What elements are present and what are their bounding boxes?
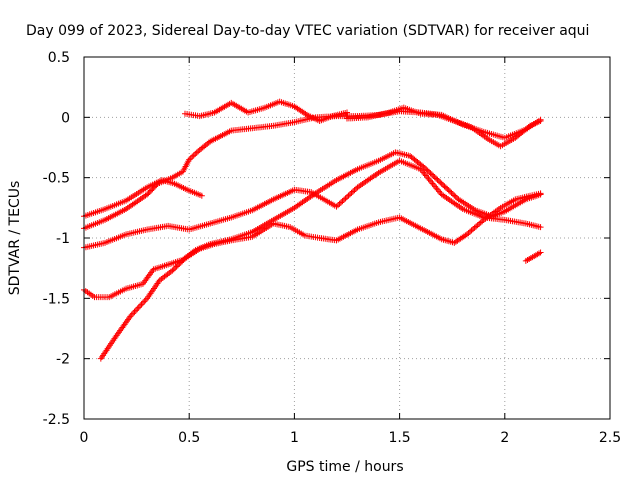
data-point — [434, 176, 441, 183]
data-point — [150, 184, 157, 191]
axis-ticks: 0 0.5 1 1.5 2 2.5 -2.5 -2 -1.5 -1 -0.5 0 0.5 — [43, 50, 621, 446]
data-point — [441, 183, 448, 190]
data-point — [433, 175, 440, 182]
data-point — [176, 260, 183, 267]
x-tick-label: 1 — [290, 430, 299, 446]
data-point — [426, 168, 433, 175]
data-point — [172, 264, 179, 271]
x-tick-label: 1.5 — [388, 430, 410, 446]
data-point — [437, 179, 444, 186]
data-point — [173, 263, 180, 270]
y-tick-label: -2.5 — [43, 412, 70, 428]
data-point — [423, 166, 430, 173]
data-point — [180, 256, 187, 263]
data-point — [148, 187, 155, 194]
data-point — [144, 191, 151, 198]
data-point — [537, 249, 544, 256]
data-point — [177, 259, 184, 266]
data-point — [179, 258, 186, 265]
data-point — [537, 117, 544, 124]
data-point — [170, 266, 177, 273]
x-tick-label: 0.5 — [178, 430, 200, 446]
data-point — [430, 172, 437, 179]
y-tick-label: 0 — [61, 110, 70, 126]
data-point — [146, 188, 153, 195]
data-point — [427, 170, 434, 177]
data-point — [442, 184, 449, 191]
data-point — [452, 193, 459, 200]
data-point — [537, 224, 544, 231]
data-point — [149, 186, 156, 193]
series-track-4 — [344, 104, 544, 150]
y-tick-label: -0.5 — [43, 171, 70, 187]
x-tick-label: 0 — [80, 430, 89, 446]
data-point — [421, 165, 428, 172]
data-point — [169, 267, 176, 274]
x-tick-label: 2 — [500, 430, 509, 446]
data-point — [537, 190, 544, 197]
data-point — [448, 189, 455, 196]
data-point — [447, 188, 454, 195]
series-track-8 — [522, 249, 544, 264]
data-point — [145, 190, 152, 197]
data-point — [174, 262, 181, 269]
data-point — [445, 187, 452, 194]
data-point — [444, 185, 451, 192]
data-point — [525, 123, 532, 130]
data-point — [152, 183, 159, 190]
data-point — [454, 195, 461, 202]
series-track-7 — [97, 190, 544, 362]
series-track-5 — [81, 157, 544, 251]
x-tick-label: 2.5 — [599, 430, 621, 446]
data-point — [344, 109, 350, 116]
data-point — [440, 182, 447, 189]
data-point — [449, 191, 456, 198]
data-point — [431, 174, 438, 181]
series-track-1 — [81, 177, 205, 220]
y-tick-label: -2 — [56, 352, 70, 368]
y-tick-label: -1.5 — [43, 291, 70, 307]
chart-title: Day 099 of 2023, Sidereal Day-to-day VTE… — [26, 23, 589, 39]
data-point — [435, 178, 442, 185]
series-track-3 — [181, 98, 350, 124]
y-tick-label: -1 — [56, 231, 70, 247]
data-point — [428, 171, 435, 178]
data-point — [198, 192, 205, 199]
data-point — [420, 163, 427, 170]
data-point — [451, 192, 458, 199]
x-axis-label: GPS time / hours — [286, 459, 403, 475]
data-point — [424, 167, 431, 174]
data-point — [153, 182, 160, 189]
y-axis-label: SDTVAR / TECUs — [7, 181, 23, 296]
y-tick-label: 0.5 — [48, 50, 70, 66]
data-point — [438, 180, 445, 187]
